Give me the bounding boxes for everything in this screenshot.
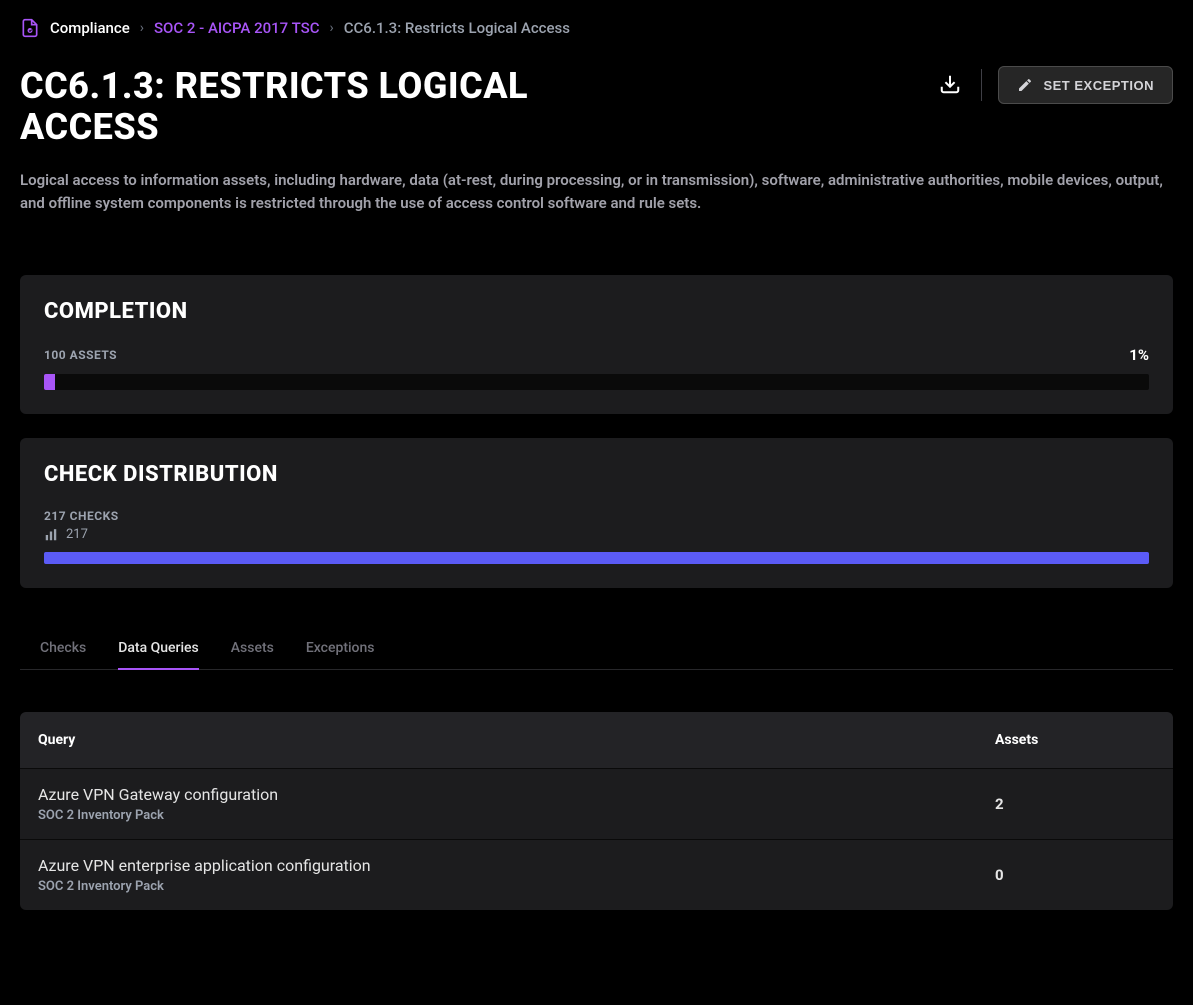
completion-progress-fill	[44, 374, 55, 390]
completion-card: COMPLETION 100 ASSETS 1%	[20, 275, 1173, 414]
completion-progress-bar	[44, 374, 1149, 390]
check-distribution-bar	[44, 552, 1149, 564]
completion-assets-label: 100 ASSETS	[44, 348, 117, 362]
completion-label-row: 100 ASSETS 1%	[44, 346, 1149, 364]
tab-data-queries[interactable]: Data Queries	[118, 628, 199, 670]
query-pack: SOC 2 Inventory Pack	[38, 808, 995, 823]
page-description: Logical access to information assets, in…	[20, 169, 1170, 216]
checks-label: 217 CHECKS	[44, 509, 1149, 523]
check-distribution-title: CHECK DISTRIBUTION	[44, 462, 1149, 487]
breadcrumb-root[interactable]: Compliance	[50, 19, 130, 37]
completion-title: COMPLETION	[44, 299, 1149, 324]
breadcrumb: Compliance › SOC 2 - AICPA 2017 TSC › CC…	[20, 18, 1173, 38]
divider	[981, 69, 982, 101]
page-header: CC6.1.3: RESTRICTS LOGICAL ACCESS SET EX…	[20, 66, 1173, 149]
breadcrumb-framework[interactable]: SOC 2 - AICPA 2017 TSC	[154, 19, 320, 37]
tab-checks[interactable]: Checks	[40, 628, 86, 670]
page-title: CC6.1.3: RESTRICTS LOGICAL ACCESS	[20, 66, 620, 149]
query-assets-count: 2	[995, 795, 1155, 813]
query-title: Azure VPN Gateway configuration	[38, 785, 995, 804]
table-header: Query Assets	[20, 712, 1173, 768]
query-pack: SOC 2 Inventory Pack	[38, 879, 995, 894]
column-header-query: Query	[38, 732, 995, 748]
breadcrumb-current: CC6.1.3: Restricts Logical Access	[344, 19, 570, 37]
download-icon	[939, 73, 961, 95]
query-title: Azure VPN enterprise application configu…	[38, 856, 995, 875]
check-distribution-card: CHECK DISTRIBUTION 217 CHECKS 217	[20, 438, 1173, 588]
completion-percent: 1%	[1129, 346, 1149, 364]
pencil-icon	[1017, 77, 1033, 93]
bar-chart-icon	[44, 528, 58, 542]
set-exception-button[interactable]: SET EXCEPTION	[998, 66, 1173, 104]
download-button[interactable]	[935, 69, 965, 102]
tabs: Checks Data Queries Assets Exceptions	[20, 628, 1173, 670]
query-assets-count: 0	[995, 866, 1155, 884]
checks-count-row: 217	[44, 527, 1149, 542]
queries-table: Query Assets Azure VPN Gateway configura…	[20, 712, 1173, 910]
compliance-doc-icon	[20, 18, 40, 38]
table-row[interactable]: Azure VPN Gateway configuration SOC 2 In…	[20, 768, 1173, 839]
checks-count: 217	[66, 527, 88, 542]
breadcrumb-separator: ›	[329, 20, 333, 36]
table-row[interactable]: Azure VPN enterprise application configu…	[20, 839, 1173, 910]
breadcrumb-separator: ›	[140, 20, 144, 36]
column-header-assets: Assets	[995, 732, 1155, 748]
header-actions: SET EXCEPTION	[935, 66, 1173, 104]
tab-exceptions[interactable]: Exceptions	[306, 628, 375, 670]
set-exception-label: SET EXCEPTION	[1043, 78, 1154, 93]
tab-assets[interactable]: Assets	[231, 628, 274, 670]
